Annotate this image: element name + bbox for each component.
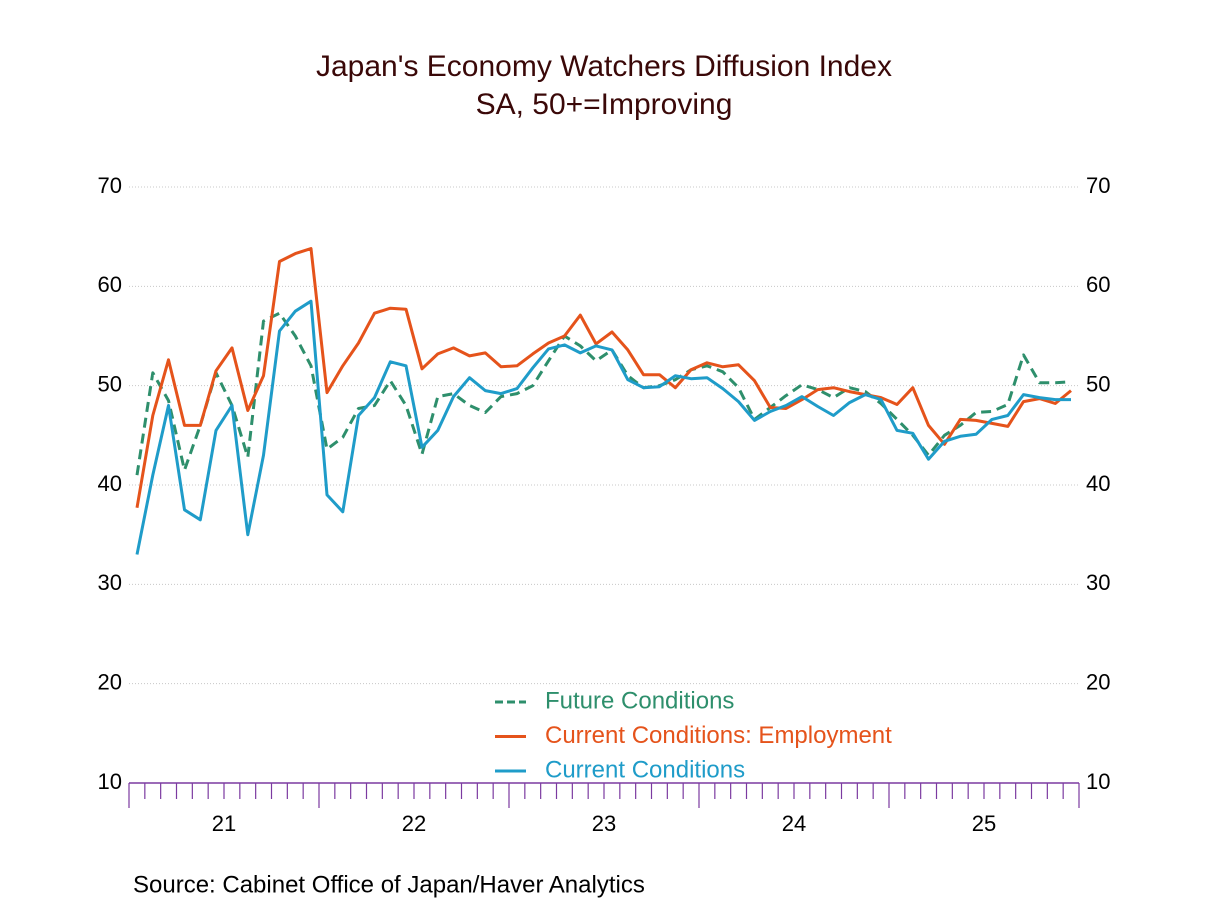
source-note: Source: Cabinet Office of Japan/Haver An… bbox=[133, 871, 645, 898]
x-tick-label: 23 bbox=[592, 811, 616, 836]
series-line bbox=[135, 299, 1071, 555]
x-tick-label: 25 bbox=[972, 811, 996, 836]
legend-label: Current Conditions bbox=[545, 756, 745, 783]
y-tick-label: 40 bbox=[98, 471, 122, 496]
y2-tick-label: 30 bbox=[1086, 570, 1110, 595]
y2-tick-label: 40 bbox=[1086, 471, 1110, 496]
legend-label: Future Conditions bbox=[545, 687, 734, 714]
y-tick-label: 20 bbox=[98, 669, 122, 694]
chart-subtitle: SA, 50+=Improving bbox=[476, 88, 733, 121]
series-line bbox=[135, 247, 1072, 509]
y-tick-label: 50 bbox=[98, 371, 122, 396]
y-tick-label: 10 bbox=[98, 769, 122, 794]
x-tick-label: 21 bbox=[212, 811, 236, 836]
y-tick-label: 70 bbox=[98, 173, 122, 198]
y2-tick-label: 60 bbox=[1086, 272, 1110, 297]
y-tick-label: 60 bbox=[98, 272, 122, 297]
legend-label: Current Conditions: Employment bbox=[545, 722, 892, 749]
y2-tick-label: 70 bbox=[1086, 173, 1110, 198]
y-tick-label: 30 bbox=[98, 570, 122, 595]
chart-title: Japan's Economy Watchers Diffusion Index bbox=[316, 50, 892, 83]
x-tick-label: 22 bbox=[402, 811, 426, 836]
x-tick-label: 24 bbox=[782, 811, 806, 836]
y2-tick-label: 10 bbox=[1086, 769, 1110, 794]
y2-tick-label: 20 bbox=[1086, 669, 1110, 694]
y2-tick-label: 50 bbox=[1086, 371, 1110, 396]
